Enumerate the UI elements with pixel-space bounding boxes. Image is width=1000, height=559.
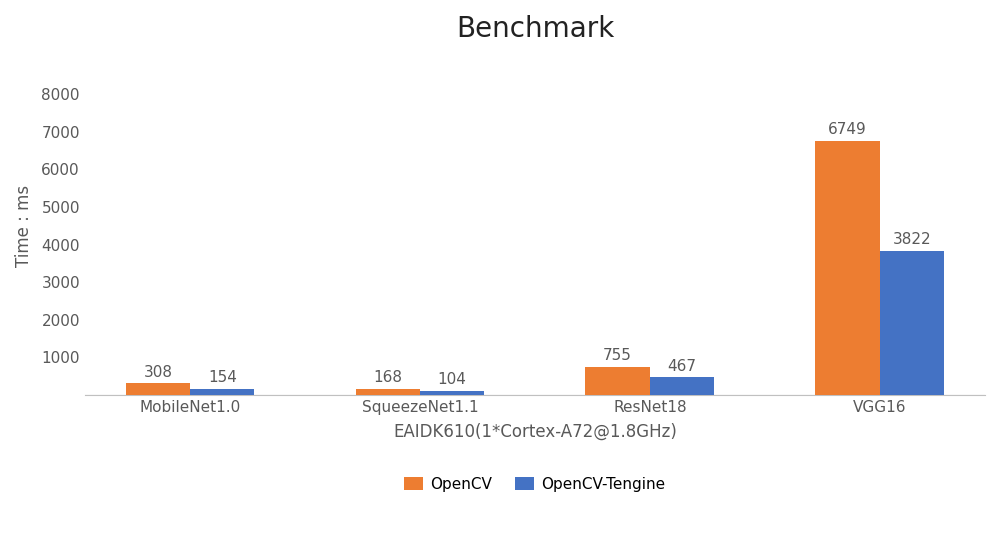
Bar [356, 389, 420, 395]
Text: 755: 755 [603, 348, 632, 363]
Bar [126, 383, 190, 395]
Text: 308: 308 [143, 364, 172, 380]
Text: 3822: 3822 [893, 233, 931, 248]
Y-axis label: Time : ms: Time : ms [15, 184, 33, 267]
Bar [420, 391, 484, 395]
Legend: OpenCV, OpenCV-Tengine: OpenCV, OpenCV-Tengine [398, 470, 671, 498]
Text: 168: 168 [373, 370, 402, 385]
Title: Benchmark: Benchmark [456, 15, 614, 43]
X-axis label: EAIDK610(1*Cortex-A72@1.8GHz): EAIDK610(1*Cortex-A72@1.8GHz) [393, 423, 677, 441]
Bar [190, 389, 254, 395]
Text: 104: 104 [438, 372, 467, 387]
Text: 6749: 6749 [828, 122, 867, 138]
Bar [585, 367, 650, 395]
Bar [880, 251, 944, 395]
Text: 154: 154 [208, 371, 237, 386]
Bar [650, 377, 714, 395]
Bar [815, 141, 880, 395]
Text: 467: 467 [668, 359, 697, 374]
